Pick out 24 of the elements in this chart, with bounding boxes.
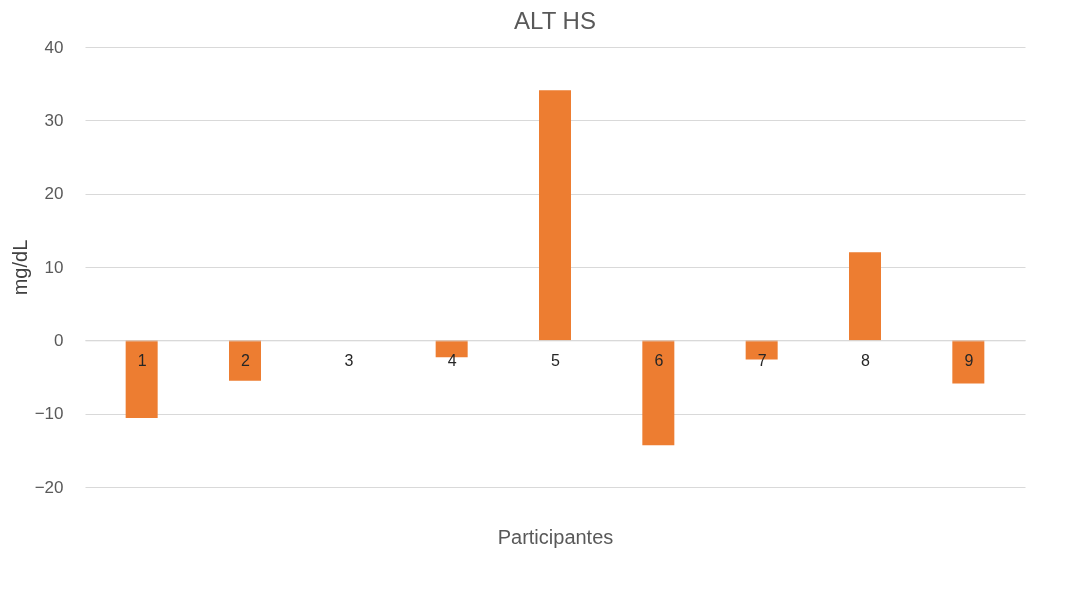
y-tick-label: 20 <box>44 184 64 204</box>
y-tick-label: 10 <box>44 257 64 277</box>
x-axis-title: Participantes <box>497 525 614 548</box>
bar <box>952 340 985 384</box>
x-tick-label: 5 <box>551 351 561 369</box>
x-tick-label: 9 <box>964 351 974 369</box>
y-tick-label: −20 <box>34 477 64 497</box>
bar <box>125 340 158 419</box>
y-axis-title: mg/dL <box>8 239 31 296</box>
x-tick-label: 3 <box>344 351 354 369</box>
bar <box>642 340 675 446</box>
x-tick-label: 4 <box>447 351 457 369</box>
x-tick-label: 1 <box>137 351 147 369</box>
y-tick-label: −10 <box>34 404 64 424</box>
y-tick-label: 0 <box>54 330 64 350</box>
x-tick-label: 6 <box>654 351 664 369</box>
x-tick-label: 8 <box>861 351 871 369</box>
y-tick-label: 30 <box>44 110 64 130</box>
chart-title: ALT HS <box>514 7 596 34</box>
bar <box>229 340 261 381</box>
x-tick-label: 2 <box>241 351 251 369</box>
bar <box>539 90 571 341</box>
bar <box>849 252 881 341</box>
y-tick-label: 40 <box>44 37 64 57</box>
